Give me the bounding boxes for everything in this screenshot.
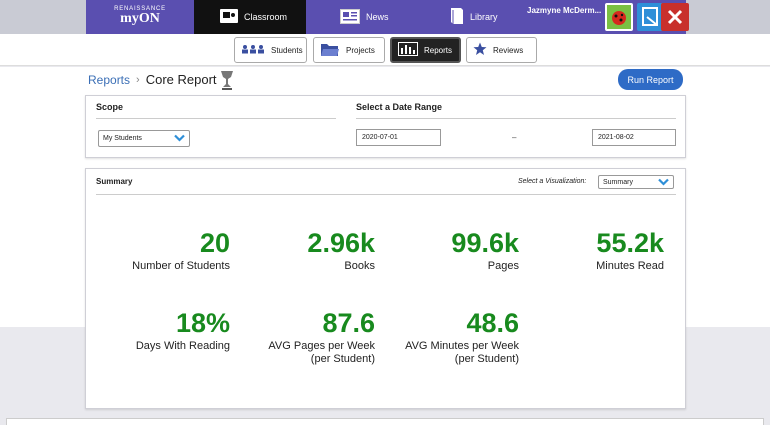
switch-view-button[interactable] xyxy=(637,3,665,31)
subnav-label: Reviews xyxy=(493,45,524,55)
stat-value: 48.6 xyxy=(466,308,519,338)
date-range-divider xyxy=(356,118,676,119)
stat-minutes-read: 55.2k Minutes Read xyxy=(524,229,664,273)
breadcrumb-separator: › xyxy=(136,73,140,86)
breadcrumb: Reports › Core Report xyxy=(88,72,217,87)
nav-background xyxy=(86,0,686,34)
brand-logo[interactable]: RENAISSANCE myON xyxy=(86,0,194,34)
stat-days-with-reading: 18% Days With Reading xyxy=(90,309,230,353)
nav-tab-classroom[interactable]: Classroom xyxy=(194,0,306,34)
stat-books: 2.96k Books xyxy=(235,229,375,273)
chevron-down-icon xyxy=(658,178,669,188)
scope-heading: Scope xyxy=(96,102,124,112)
students-icon xyxy=(241,44,265,56)
brand-company: RENAISSANCE xyxy=(114,6,166,12)
stat-avg-pages-per-week: 87.6 AVG Pages per Week (per Student) xyxy=(235,309,375,366)
stat-value: 99.6k xyxy=(451,228,519,258)
stat-value: 20 xyxy=(199,228,230,258)
scope-select[interactable]: My Students xyxy=(98,130,190,147)
subnav-reviews[interactable]: Reviews xyxy=(466,37,537,63)
trophy-icon xyxy=(219,69,235,96)
nav-tab-label: Library xyxy=(470,12,498,22)
brand-name: myON xyxy=(120,11,160,26)
date-range-heading: Select a Date Range xyxy=(356,102,443,112)
run-report-button[interactable]: Run Report xyxy=(618,69,683,90)
subnav-label: Projects xyxy=(346,45,375,55)
classroom-icon xyxy=(220,9,238,25)
date-range-separator: – xyxy=(512,133,517,142)
nav-tab-label: News xyxy=(366,12,389,22)
book-icon xyxy=(450,7,464,27)
breadcrumb-reports-link[interactable]: Reports xyxy=(88,72,131,87)
stat-label: Days With Reading xyxy=(135,340,230,352)
bottom-panel-edge xyxy=(6,418,764,425)
avatar[interactable] xyxy=(605,3,633,31)
stat-label: Number of Students xyxy=(132,260,230,272)
summary-panel: Summary Select a Visualization: Summary … xyxy=(85,168,686,409)
visualization-select[interactable]: Summary xyxy=(598,175,674,189)
stat-label: Minutes Read xyxy=(596,260,664,272)
summary-divider xyxy=(96,194,676,195)
chevron-down-icon xyxy=(174,134,185,144)
stat-label: AVG Minutes per Week xyxy=(405,340,519,352)
folder-icon xyxy=(320,41,340,59)
user-name[interactable]: Jazmyne McDerm... xyxy=(527,6,602,15)
stat-label: Pages xyxy=(487,260,519,272)
stat-value: 55.2k xyxy=(596,228,664,258)
nav-tab-label: Classroom xyxy=(244,12,288,22)
stat-label-secondary: (per Student) xyxy=(310,353,375,365)
scope-panel: Scope My Students Select a Date Range 20… xyxy=(85,95,686,158)
end-date-input[interactable]: 2021-08-02 xyxy=(592,129,676,146)
scope-selected-value: My Students xyxy=(103,135,142,142)
subnav-students[interactable]: Students xyxy=(234,37,307,63)
stat-number-of-students: 20 Number of Students xyxy=(90,229,230,273)
stat-label: Books xyxy=(344,260,375,272)
subnav-label: Reports xyxy=(424,45,453,55)
visualization-label: Select a Visualization: xyxy=(518,178,587,185)
stat-pages: 99.6k Pages xyxy=(379,229,519,273)
newspaper-icon xyxy=(340,8,360,26)
logout-button[interactable] xyxy=(661,3,689,31)
star-icon xyxy=(473,42,487,58)
subnav-projects[interactable]: Projects xyxy=(313,37,385,63)
stat-value: 87.6 xyxy=(322,308,375,338)
reports-icon xyxy=(398,42,418,58)
subnav-label: Students xyxy=(271,45,303,55)
stat-value: 18% xyxy=(175,308,230,338)
summary-heading: Summary xyxy=(96,177,133,186)
page-title: Core Report xyxy=(145,72,217,87)
stat-label: AVG Pages per Week xyxy=(268,340,375,352)
sub-navigation: Students Projects Reports Reviews xyxy=(0,34,770,66)
visualization-selected-value: Summary xyxy=(603,178,633,186)
nav-tab-library[interactable]: Library xyxy=(450,0,498,34)
stat-value: 2.96k xyxy=(307,228,375,258)
nav-tab-news[interactable]: News xyxy=(340,0,389,34)
stat-label-secondary: (per Student) xyxy=(454,353,519,365)
scope-divider xyxy=(96,118,336,119)
stat-avg-minutes-per-week: 48.6 AVG Minutes per Week (per Student) xyxy=(379,309,519,366)
subnav-reports[interactable]: Reports xyxy=(390,37,461,63)
start-date-input[interactable]: 2020-07-01 xyxy=(356,129,441,146)
